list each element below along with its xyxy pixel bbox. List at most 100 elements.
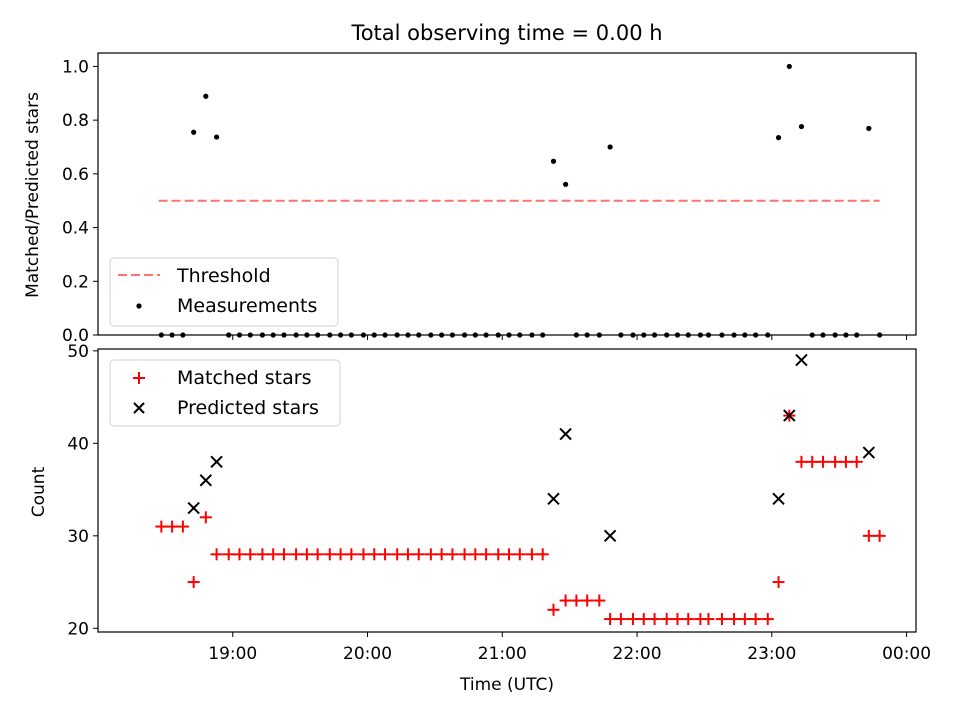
matched-star-point: [536, 548, 549, 561]
bottom-x-tick-label: 00:00: [882, 644, 931, 664]
measurement-point: [798, 123, 805, 130]
top-plot-marks: [158, 63, 883, 338]
matched-star-point: [749, 613, 762, 626]
predicted-star-point: [187, 501, 200, 515]
matched-star-point: [244, 548, 257, 561]
matched-star-point: [660, 613, 673, 626]
top-y-tick-label: 0.8: [62, 111, 89, 131]
matched-star-point: [850, 455, 863, 468]
measurement-point: [775, 135, 782, 141]
matched-legend-swatch: [133, 372, 145, 384]
predicted-star-point: [199, 474, 213, 487]
matched-star-point: [424, 548, 437, 561]
matched-star-point: [806, 455, 819, 468]
top-y-tick-label: 0.6: [62, 165, 89, 185]
matched-star-point: [176, 520, 189, 533]
matched-star-point: [323, 548, 336, 561]
chart-title: Total observing time = 0.00 h: [350, 21, 662, 45]
predicted-star-point: [795, 353, 808, 367]
bottom-y-axis-label: Count: [29, 466, 49, 517]
matched-star-point: [728, 613, 741, 626]
bottom-panel: Count Time (UTC) 20 30 40 50 19:00 20:00 21:0…: [29, 342, 931, 695]
matched-star-point: [166, 520, 179, 533]
matched-star-point: [648, 613, 661, 626]
bottom-legend-box: [109, 359, 341, 427]
matched-star-point: [637, 613, 650, 626]
predicted-legend-label: Predicted stars: [177, 397, 319, 419]
matched-star-point: [480, 548, 493, 561]
matched-star-point: [829, 455, 842, 468]
matched-star-point: [839, 455, 852, 468]
bottom-y-tick-label: 50: [67, 342, 89, 362]
matched-star-point: [187, 576, 200, 589]
matched-star-point: [300, 548, 313, 561]
matched-star-point: [772, 576, 785, 589]
measurement-point: [203, 93, 209, 99]
matched-star-point: [817, 455, 830, 468]
matched-star-point: [233, 548, 246, 561]
matched-star-point: [581, 594, 594, 607]
matched-star-point: [267, 548, 280, 561]
top-y-tick-label: 0.0: [62, 326, 89, 346]
matched-star-point: [435, 548, 448, 561]
matched-star-point: [256, 548, 269, 561]
matched-star-point: [513, 548, 526, 561]
top-y-tick-label: 0.2: [62, 272, 89, 292]
predicted-star-point: [783, 409, 796, 422]
predicted-star-point: [210, 455, 223, 469]
bottom-y-ticks: 20 30 40 50: [67, 342, 98, 639]
matched-star-point: [290, 548, 303, 561]
matched-star-point: [503, 548, 516, 561]
threshold-legend-label: Threshold: [176, 265, 271, 287]
matched-star-point: [795, 455, 808, 468]
top-y-ticks: 0.0 0.2 0.4 0.6 0.8 1.0: [62, 57, 98, 346]
matched-star-point: [614, 613, 627, 626]
matched-star-point: [222, 548, 235, 561]
matched-star-point: [873, 529, 886, 542]
bottom-legend: Matched stars Predicted stars: [109, 359, 341, 427]
matched-star-point: [559, 594, 572, 607]
matched-legend-label: Matched stars: [177, 367, 311, 389]
bottom-y-tick-label: 20: [67, 619, 89, 639]
matched-star-point: [862, 529, 875, 542]
matched-star-point: [412, 548, 425, 561]
matched-star-point: [492, 548, 505, 561]
matched-star-point: [446, 548, 459, 561]
matched-star-point: [379, 548, 392, 561]
top-x-ticks: [232, 335, 908, 340]
matched-star-point: [391, 548, 404, 561]
predicted-star-point: [559, 427, 572, 441]
bottom-x-ticks: 19:00 20:00 21:00 22:00 23:00 00:00: [208, 632, 931, 664]
matched-star-point: [277, 548, 290, 561]
measurement-point: [607, 144, 613, 150]
matched-star-point: [547, 603, 560, 616]
top-y-tick-label: 0.4: [62, 219, 89, 239]
measurement-point: [550, 158, 557, 164]
top-axes-frame: [97, 52, 917, 336]
top-panel: Total observing time = 0.00 h Matched/Pr…: [23, 21, 917, 346]
matched-star-point: [368, 548, 381, 561]
matched-star-point: [715, 613, 728, 626]
matched-star-point: [199, 511, 212, 524]
bottom-axes-frame: [97, 348, 917, 633]
measurement-point: [191, 129, 197, 135]
measurements-legend-swatch: [136, 303, 142, 309]
predicted-star-point: [862, 446, 876, 459]
matched-star-point: [738, 613, 751, 626]
bottom-y-tick-label: 30: [67, 527, 89, 547]
measurements-legend-label: Measurements: [177, 295, 317, 317]
matched-star-point: [593, 594, 606, 607]
matched-star-point: [334, 548, 347, 561]
measurement-point: [866, 125, 872, 132]
bottom-y-tick-label: 40: [67, 434, 89, 454]
matched-star-point: [345, 548, 358, 561]
measurement-point: [213, 134, 220, 140]
matched-star-point: [469, 548, 482, 561]
matched-star-point: [311, 548, 324, 561]
matched-star-point: [401, 548, 414, 561]
bottom-plot-marks: [155, 353, 886, 626]
matched-star-point: [570, 594, 583, 607]
top-y-tick-label: 1.0: [62, 57, 89, 77]
matched-star-point: [671, 613, 684, 626]
